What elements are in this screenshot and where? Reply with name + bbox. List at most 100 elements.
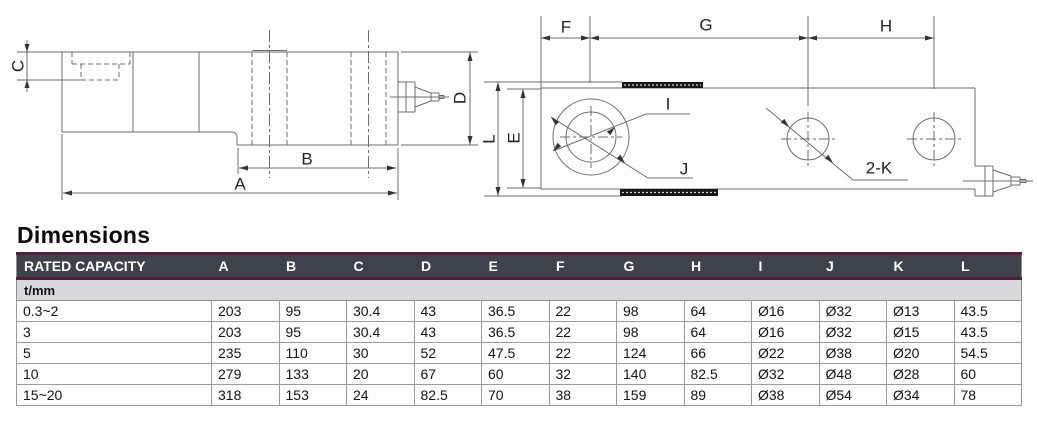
side-cable-connector [390, 81, 449, 113]
unit-cell: t/mm [16, 278, 1022, 301]
dim-a [61, 134, 399, 200]
dimension-value-cell: 64 [683, 300, 752, 322]
dimension-value-cell: 82.5 [413, 384, 482, 406]
column-header: E [481, 252, 549, 280]
dimension-value-cell: 52 [413, 342, 482, 364]
dimension-value-cell: Ø15 [886, 321, 955, 343]
dimension-value-cell: Ø16 [751, 321, 820, 343]
column-header: I [751, 252, 819, 280]
dimension-value-cell: 67 [413, 363, 482, 385]
table-row: 10 279 133 20 67 60 32 140 82.5 Ø32 Ø48 Ø28 60 [16, 363, 1022, 385]
dimensions-section: Dimensions RATED CAPACITY A B C D E F G [16, 222, 1026, 406]
dimension-value-cell: 43.5 [953, 321, 1022, 343]
dimension-value-cell: 98 [616, 321, 685, 343]
column-header: L [954, 252, 1022, 280]
dim-label-f: F [560, 17, 572, 37]
dimension-value-cell: 36.5 [481, 300, 550, 322]
dimension-value-cell: 110 [278, 342, 347, 364]
dimension-value-cell: Ø32 [818, 300, 887, 322]
dimension-value-cell: 30 [346, 342, 415, 364]
load-cell-side-outline [61, 51, 399, 146]
dim-label-b: B [301, 149, 313, 169]
column-header: C [346, 252, 414, 280]
dim-label-a: A [234, 174, 246, 194]
dimension-value-cell: 95 [278, 300, 347, 322]
dimension-value-cell: 153 [278, 384, 347, 406]
side-section-lines [132, 50, 287, 132]
dimension-value-cell: 89 [683, 384, 752, 406]
dim-label-h: H [879, 16, 893, 36]
dimension-value-cell: 279 [211, 363, 280, 385]
dimension-value-cell: 32 [548, 363, 617, 385]
dimension-value-cell: 159 [616, 384, 685, 406]
dimension-value-cell: Ø16 [751, 300, 820, 322]
top-view [484, 16, 1033, 197]
dimension-value-cell: 66 [683, 342, 752, 364]
dimension-value-cell: 203 [211, 321, 280, 343]
dimension-value-cell: 36.5 [481, 321, 550, 343]
table-row: 0.3~2 203 95 30.4 43 36.5 22 98 64 Ø16 Ø32 Ø13 43.5 [16, 300, 1022, 322]
dimension-value-cell: 60 [481, 363, 550, 385]
dimension-value-cell: Ø28 [886, 363, 955, 385]
dim-c [17, 40, 81, 92]
dimension-value-cell: 318 [211, 384, 280, 406]
dimension-value-cell: Ø38 [818, 342, 887, 364]
column-header: J [819, 252, 887, 280]
dimension-value-cell: 133 [278, 363, 347, 385]
middle-hole-circle [781, 112, 835, 166]
dim-label-e: E [504, 132, 524, 144]
dimension-value-cell: 24 [346, 384, 415, 406]
dimension-value-cell: 43 [413, 300, 482, 322]
dimension-value-cell: 30.4 [346, 300, 415, 322]
column-header: D [414, 252, 482, 280]
dimension-value-cell: 98 [616, 300, 685, 322]
technical-drawing [17, 16, 1033, 200]
main-hole-circles [552, 98, 630, 176]
dimension-value-cell: 30.4 [346, 321, 415, 343]
column-header: H [684, 252, 752, 280]
side-view [17, 30, 478, 200]
dimension-value-cell: 78 [953, 384, 1022, 406]
side-hidden-holes [251, 52, 387, 145]
leader-2k [765, 107, 908, 181]
leader-i [552, 113, 690, 152]
dimension-value-cell: 54.5 [953, 342, 1022, 364]
column-header-rated-capacity: RATED CAPACITY [16, 252, 212, 280]
dimension-value-cell: Ø22 [751, 342, 820, 364]
dimension-value-cell: 203 [211, 300, 280, 322]
table-header-row: RATED CAPACITY A B C D E F G H I J K L [16, 252, 1022, 280]
rated-capacity-cell: 0.3~2 [16, 300, 212, 322]
dimension-value-cell: Ø48 [818, 363, 887, 385]
dimension-value-cell: 64 [683, 321, 752, 343]
dimensions-table: RATED CAPACITY A B C D E F G H I J K L [16, 252, 1022, 406]
load-cell-top-outline [540, 87, 976, 196]
unit-row: t/mm [16, 278, 1022, 301]
dim-label-d: D [450, 91, 470, 105]
dim-label-c: C [8, 59, 28, 73]
dimension-value-cell: Ø34 [886, 384, 955, 406]
dimension-value-cell: 140 [616, 363, 685, 385]
dim-e [507, 88, 541, 189]
dim-label-2k: 2-K [865, 158, 893, 178]
dimension-value-cell: Ø32 [818, 321, 887, 343]
dimension-value-cell: 22 [548, 321, 617, 343]
side-hole-centerlines [269, 30, 369, 178]
dimension-value-cell: 38 [548, 384, 617, 406]
dim-label-g: G [699, 15, 713, 35]
rated-capacity-cell: 15~20 [16, 384, 212, 406]
dimension-value-cell: 124 [616, 342, 685, 364]
column-header: G [616, 252, 684, 280]
column-header: K [886, 252, 954, 280]
dimension-value-cell: 47.5 [481, 342, 550, 364]
dimension-value-cell: 95 [278, 321, 347, 343]
section-title: Dimensions [17, 222, 151, 248]
dim-label-l: L [479, 134, 499, 144]
table-row: 3 203 95 30.4 43 36.5 22 98 64 Ø16 Ø32 Ø15 43.5 [16, 321, 1022, 343]
dimension-value-cell: Ø54 [818, 384, 887, 406]
dimension-value-cell: 43 [413, 321, 482, 343]
dimension-value-cell: 22 [548, 342, 617, 364]
top-cable-connector [963, 165, 1033, 197]
table-row: 15~20 318 153 24 82.5 70 38 159 89 Ø38 Ø54 Ø34 78 [16, 384, 1022, 406]
dim-d [401, 51, 478, 146]
right-hole-circle [907, 112, 961, 166]
